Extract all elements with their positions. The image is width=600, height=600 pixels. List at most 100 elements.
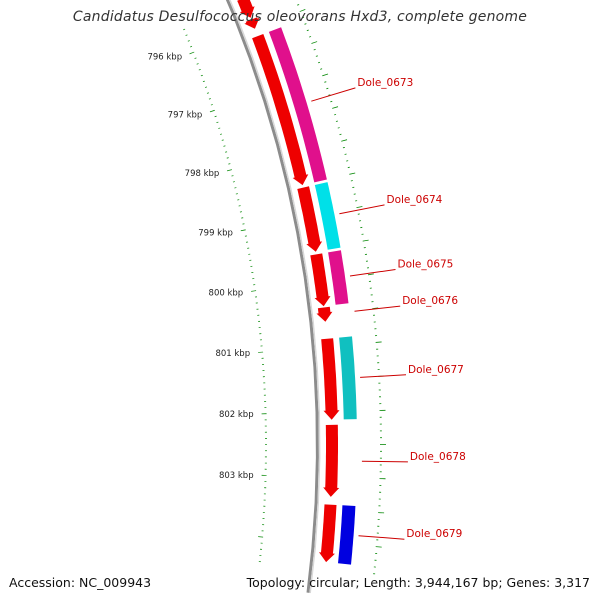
scale-tick [250,265,253,267]
outer-tick [379,396,382,398]
outer-tick [365,260,368,262]
scale-tick [259,333,262,335]
outer-tick [337,127,340,129]
scale-tick [263,499,266,501]
outer-tick [378,505,381,507]
scale-tick [259,555,262,556]
outer-tick [355,200,358,202]
gene-label: Dole_0675 [398,259,454,271]
gene-category-band [328,250,349,305]
leader-line [354,305,401,312]
outer-tick [332,106,339,109]
scale-tick [206,92,209,94]
outer-tick [299,9,306,12]
scale-label: 799 kbp [198,228,233,238]
scale-tick [263,394,266,396]
outer-tick [379,471,382,473]
scale-tick [264,419,267,421]
outer-tick [335,120,338,122]
scale-tick [210,104,213,106]
scale-tick [264,468,267,470]
outer-tick [376,348,379,350]
scale-tick [238,205,241,207]
scale-label: 803 kbp [219,471,254,481]
gene-category-band [339,336,357,420]
outer-tick [341,139,348,142]
scale-tick [265,444,267,445]
gene-arrow [310,253,331,307]
outer-tick [347,166,350,169]
scale-tick [244,235,247,237]
scale-tick [221,139,224,141]
gene-category-band [338,505,356,565]
scale-tick [223,145,226,147]
outer-tick [380,450,382,452]
outer-tick [353,193,356,195]
scale-tick [252,278,255,280]
outer-tick [370,294,373,296]
gene-label: Dole_0676 [402,295,458,307]
scale-tick [218,127,221,129]
scale-tick [226,157,229,159]
outer-tick [373,566,376,568]
scale-tick [196,63,199,65]
outer-tick [377,525,380,527]
scale-tick [264,481,267,482]
scale-tick [249,259,252,261]
scale-tick [225,151,228,153]
scale-tick [251,272,254,273]
gene-labels: Dole_0673 Dole_0674 Dole_0675 Dole_0676 Dole… [357,77,465,540]
scale-tick [264,431,267,433]
scale-tick [258,351,264,353]
scale-tick [219,133,223,135]
scale-tick [208,98,211,100]
outer-tick [366,267,369,269]
scale-tick [232,181,235,183]
outer-tick [369,287,372,289]
scale-tick [264,425,267,427]
outer-tick [378,382,381,384]
scale-tick [262,364,265,365]
outer-tick [313,48,316,51]
scale-tick [226,169,232,172]
scale-tick [262,370,265,371]
scale-tick [247,247,250,249]
accession-label: Accession: NC_009943 [9,575,152,590]
outer-tick [317,61,321,64]
scale-tick [259,339,262,341]
outer-tick [375,341,382,343]
gene-arrow [252,34,309,186]
scale-tick [258,320,260,322]
gene-arrow [237,0,255,18]
outer-tick [379,430,382,432]
scale-tick [264,401,267,402]
scale-label: 800 kbp [209,289,244,299]
scale-tick [198,69,201,71]
gene-category-band [314,182,341,250]
outer-tick [380,437,382,439]
outer-tick [364,253,367,255]
scale-tick [204,86,207,88]
outer-tick [367,273,374,276]
scale-label: 796 kbp [147,53,182,63]
gene-arrow [321,338,340,420]
scale-tick [261,474,267,476]
scale-tick [200,74,203,77]
outer-tick [304,23,307,25]
outer-tick [306,29,309,32]
outer-tick [379,416,382,418]
scale-tick [187,40,190,42]
outer-tick [322,73,329,77]
scale-tick [261,413,267,415]
outer-tick [346,160,349,162]
outer-tick [363,247,366,249]
scale-tick [260,542,263,544]
outer-tick [357,213,360,215]
scale-tick [248,253,251,255]
outer-tick [352,186,355,188]
outer-tick [377,362,380,364]
outer-tick [309,36,312,38]
outer-tick [350,180,353,182]
scale-tick [260,548,263,550]
outer-tick [311,41,318,44]
